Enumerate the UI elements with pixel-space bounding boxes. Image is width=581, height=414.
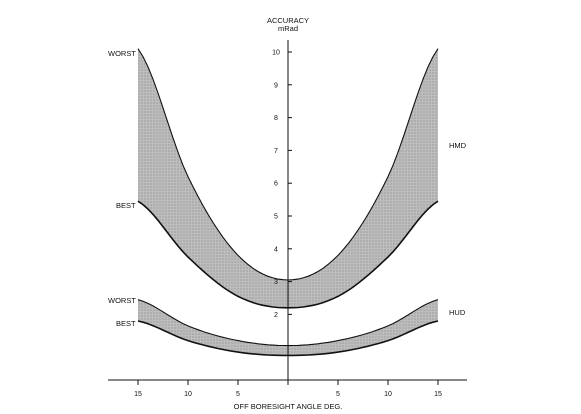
x-tick-label: 5	[236, 391, 240, 398]
y-tick-label: 8	[274, 115, 278, 122]
hud-series-label: HUD	[449, 308, 466, 317]
y-tick-label: 5	[274, 214, 278, 221]
x-tick-label: 15	[134, 391, 142, 398]
hud-best-label: BEST	[116, 319, 136, 328]
y-tick-label: 4	[274, 246, 278, 253]
hmd-band	[138, 48, 438, 308]
hmd-best-label: BEST	[116, 201, 136, 210]
hud-band	[138, 299, 438, 356]
x-axis-title: OFF BORESIGHT ANGLE DEG.	[234, 402, 343, 411]
y-axis-title: ACCURACY	[267, 16, 309, 25]
y-axis-unit: mRad	[278, 24, 298, 33]
x-tick-label: 15	[434, 391, 442, 398]
x-tick-label: 10	[184, 391, 192, 398]
hud-worst-label: WORST	[108, 296, 136, 305]
x-tick-label: 10	[384, 391, 392, 398]
hmd-worst-label: WORST	[108, 49, 136, 58]
y-tick-label: 3	[274, 279, 278, 286]
y-tick-label: 2	[274, 312, 278, 319]
hmd-series-label: HMD	[449, 141, 467, 150]
y-tick-label: 6	[274, 181, 278, 188]
y-tick-label: 7	[274, 148, 278, 155]
x-ticks: 15 10 5 5 10 15	[134, 380, 442, 398]
y-tick-label: 9	[274, 82, 278, 89]
x-tick-label: 5	[336, 391, 340, 398]
y-ticks: 2 3 4 5 6 7 8 9 10	[272, 50, 292, 319]
y-tick-label: 10	[272, 50, 280, 57]
